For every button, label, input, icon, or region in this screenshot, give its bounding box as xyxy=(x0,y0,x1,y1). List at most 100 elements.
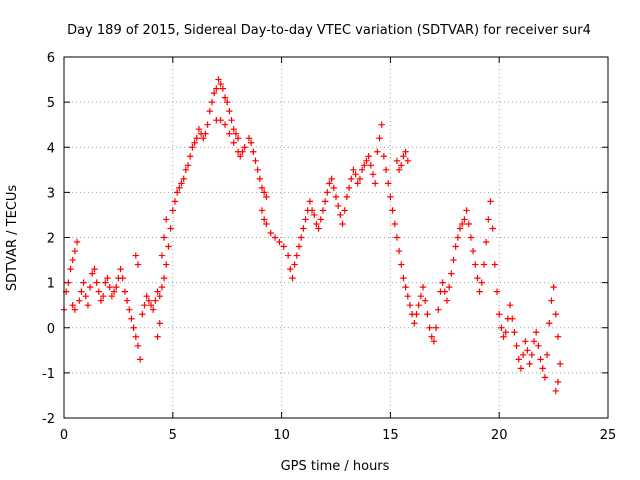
data-point xyxy=(73,238,81,246)
data-point xyxy=(86,283,94,291)
data-point xyxy=(341,207,348,214)
data-point xyxy=(136,356,144,363)
data-point xyxy=(500,333,507,340)
data-point xyxy=(219,85,227,92)
data-point xyxy=(530,338,538,345)
data-point xyxy=(393,157,401,164)
data-point xyxy=(552,311,559,318)
data-point xyxy=(422,297,429,304)
data-point xyxy=(221,121,229,128)
data-point xyxy=(280,243,287,250)
axis-ticks: 0 5 10 15 20 25 -2 -1 0 1 2 3 4 5 6 xyxy=(42,51,616,443)
data-point xyxy=(548,297,555,304)
data-point xyxy=(415,301,422,309)
data-point xyxy=(339,220,346,228)
data-point xyxy=(89,270,96,277)
y-tick-label: 3 xyxy=(47,186,55,201)
data-point xyxy=(102,279,109,286)
data-point xyxy=(356,175,364,183)
data-point xyxy=(134,261,142,268)
data-point xyxy=(154,333,161,340)
data-point xyxy=(482,238,490,246)
data-point xyxy=(71,306,79,313)
data-points xyxy=(60,76,564,395)
data-point xyxy=(145,297,153,304)
data-point xyxy=(537,356,544,363)
data-point xyxy=(489,225,496,232)
data-point xyxy=(511,329,518,336)
data-point xyxy=(241,144,248,151)
data-point xyxy=(311,211,318,219)
data-point xyxy=(65,279,72,286)
data-point xyxy=(82,292,89,300)
data-point xyxy=(334,202,342,210)
data-point xyxy=(439,279,446,286)
data-point xyxy=(297,234,305,241)
data-point xyxy=(178,180,185,187)
data-point xyxy=(419,283,427,291)
data-point xyxy=(276,238,283,246)
data-point xyxy=(365,153,372,160)
data-point xyxy=(108,292,116,300)
data-point xyxy=(517,365,525,372)
data-point xyxy=(398,162,405,169)
data-point xyxy=(332,193,340,201)
data-point xyxy=(352,171,359,178)
data-point xyxy=(123,297,131,304)
data-point xyxy=(121,288,129,295)
x-tick-label: 20 xyxy=(491,428,508,443)
data-point xyxy=(443,297,451,304)
data-point xyxy=(206,107,213,115)
data-point xyxy=(432,324,440,331)
data-point xyxy=(152,297,159,304)
data-point xyxy=(526,360,533,368)
data-point xyxy=(522,338,529,345)
data-point xyxy=(254,166,261,174)
data-point xyxy=(176,184,183,192)
data-point xyxy=(224,98,231,106)
data-point xyxy=(391,220,398,228)
y-tick-label: -2 xyxy=(42,412,55,427)
data-point xyxy=(217,116,224,124)
data-point xyxy=(426,324,433,331)
data-point xyxy=(491,261,499,268)
data-point xyxy=(260,189,268,196)
data-point xyxy=(291,261,298,268)
data-point xyxy=(163,216,170,223)
data-point xyxy=(350,166,357,174)
data-point xyxy=(474,274,481,282)
data-point xyxy=(258,207,266,214)
data-point xyxy=(385,180,392,187)
data-point xyxy=(465,220,472,228)
data-point xyxy=(369,171,377,178)
data-point xyxy=(245,135,253,142)
data-point xyxy=(69,301,76,309)
data-point xyxy=(154,288,161,295)
data-point xyxy=(226,130,233,137)
data-point xyxy=(313,220,320,228)
data-point xyxy=(363,157,370,164)
data-point xyxy=(171,198,179,205)
data-point xyxy=(132,252,140,259)
data-point xyxy=(535,342,542,349)
data-point xyxy=(404,292,412,300)
data-point xyxy=(321,198,329,205)
data-point xyxy=(200,135,207,142)
data-point xyxy=(417,292,425,300)
data-point xyxy=(387,193,394,201)
data-point xyxy=(395,166,403,174)
data-point xyxy=(539,365,546,372)
data-point xyxy=(67,265,74,273)
data-point xyxy=(382,166,390,174)
x-tick-label: 25 xyxy=(600,428,617,443)
data-point xyxy=(496,311,503,318)
data-point xyxy=(326,180,333,187)
data-point xyxy=(202,130,209,137)
data-point xyxy=(215,76,222,83)
data-point xyxy=(378,121,385,128)
data-point xyxy=(195,126,203,133)
data-point xyxy=(452,243,459,250)
data-point xyxy=(130,324,137,331)
x-tick-label: 0 xyxy=(60,428,68,443)
